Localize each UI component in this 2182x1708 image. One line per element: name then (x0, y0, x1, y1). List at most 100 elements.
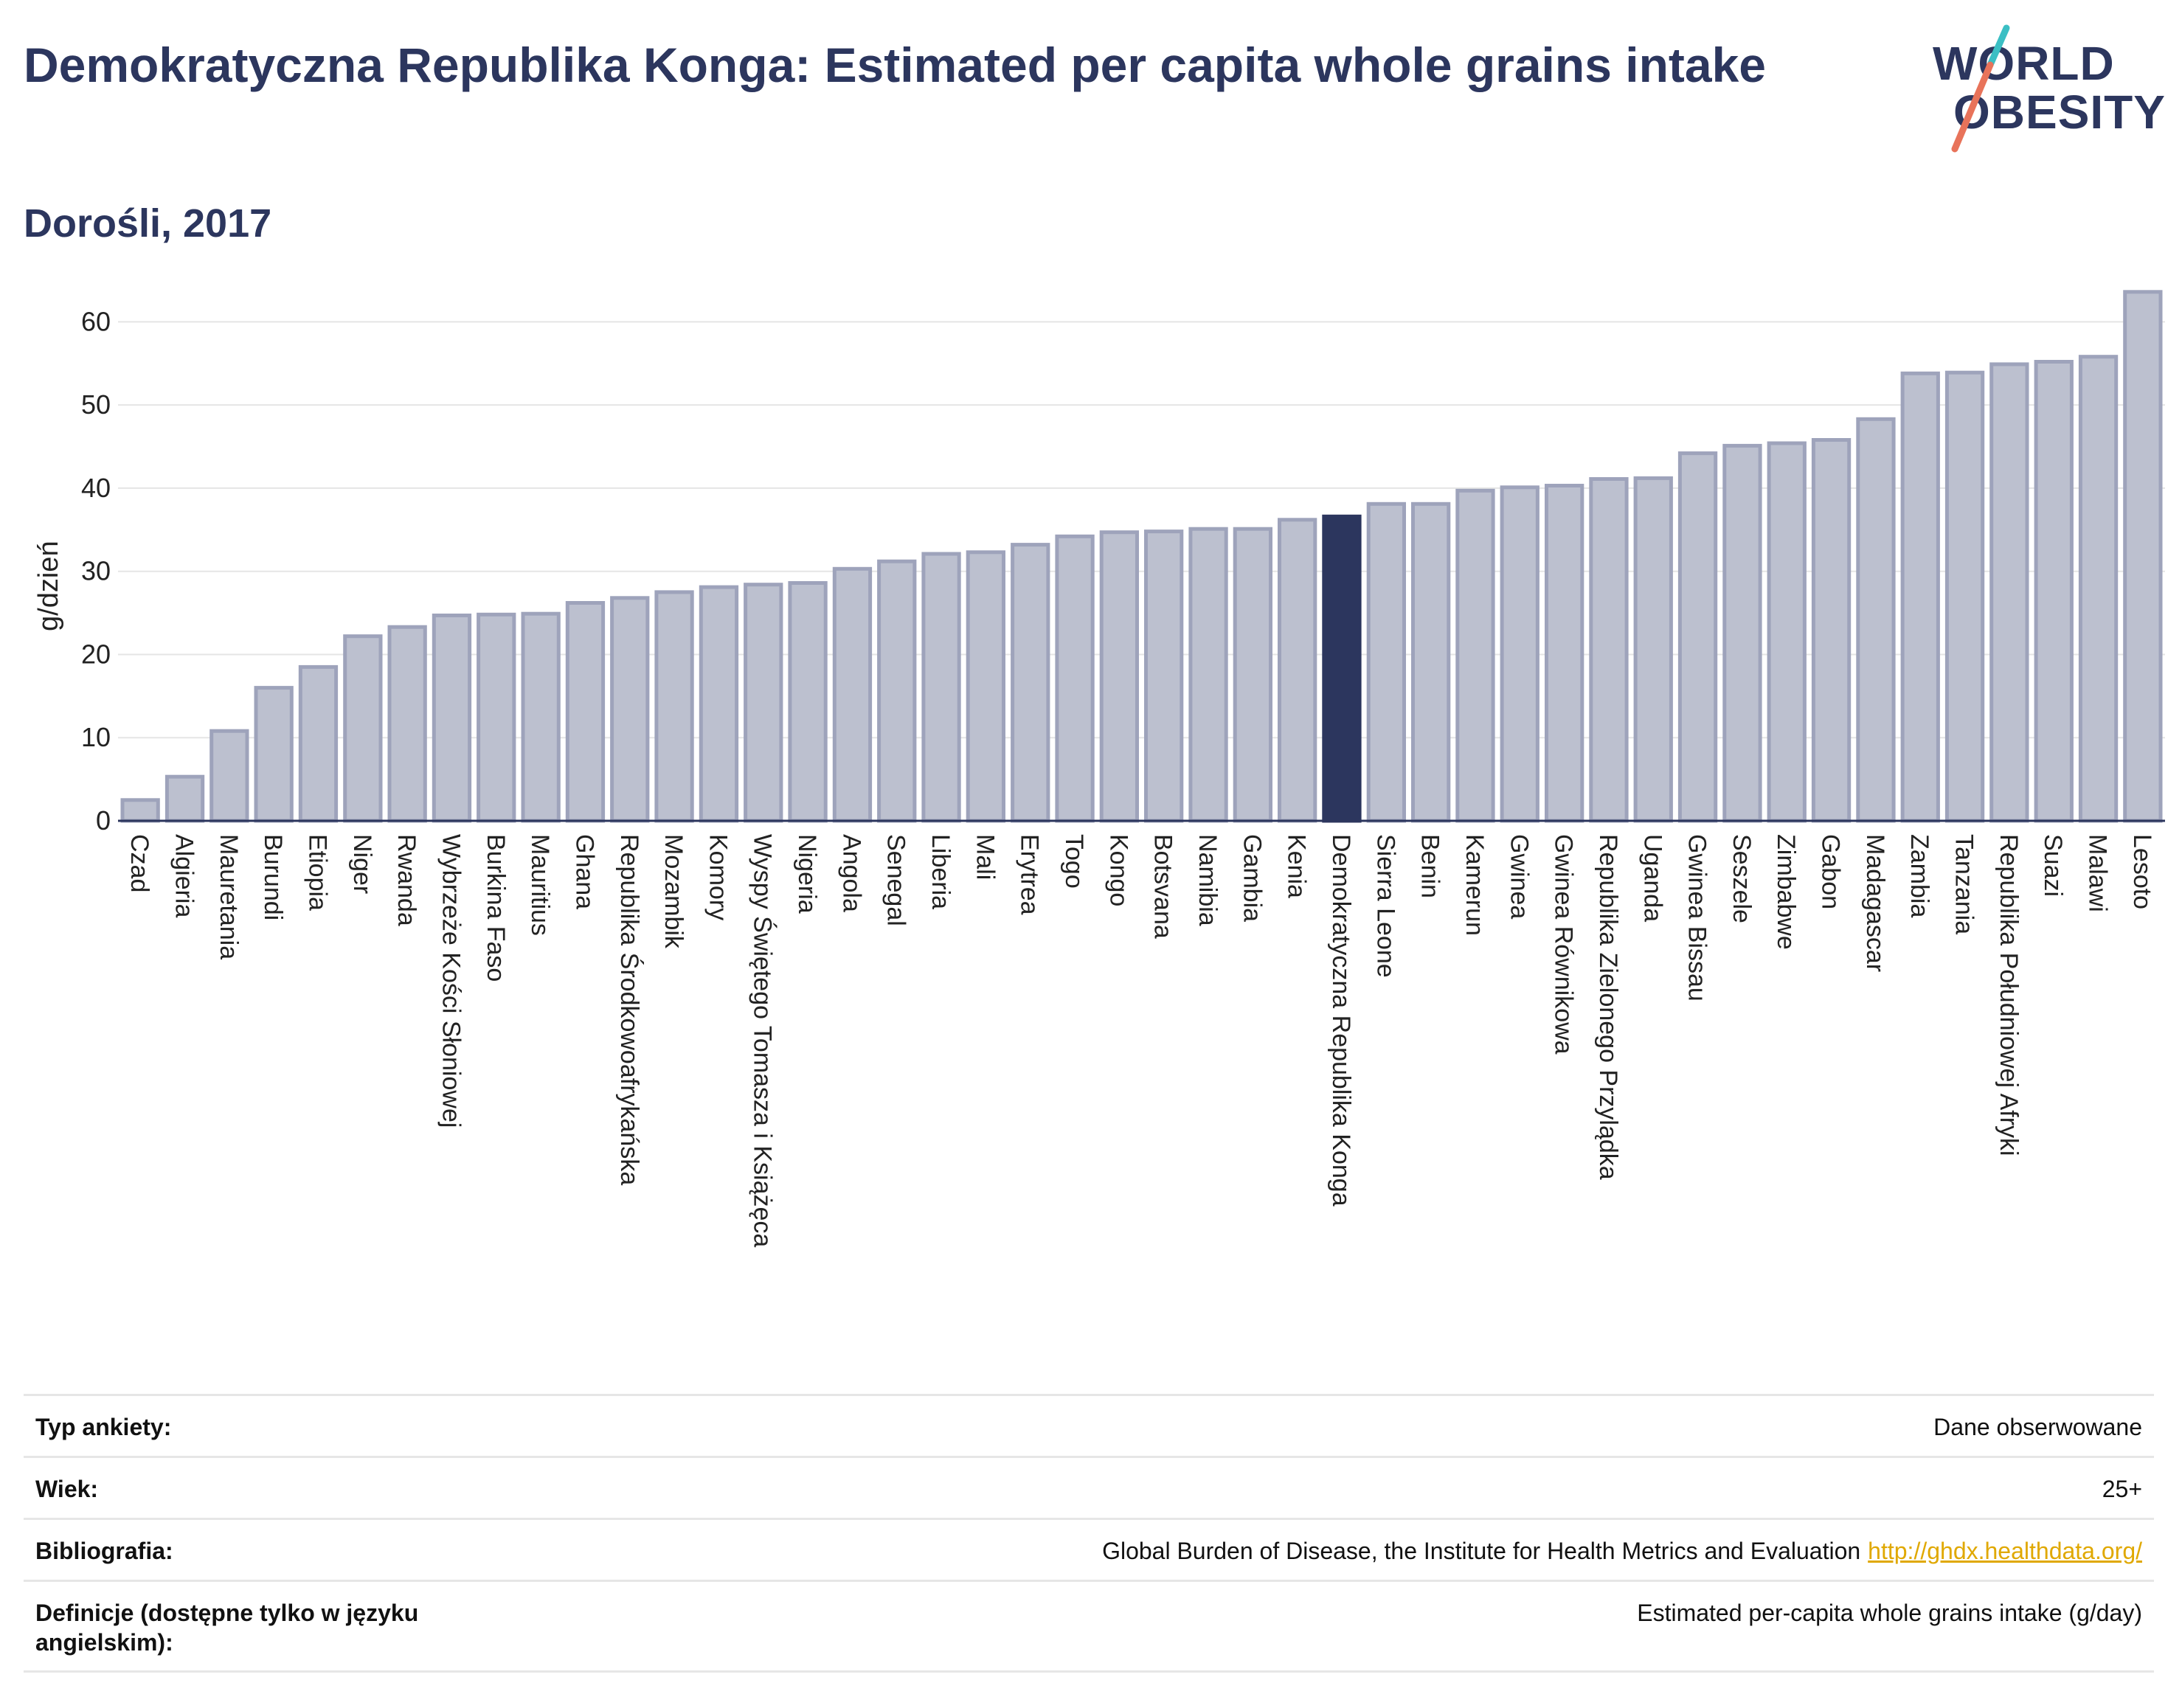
x-category-label: Liberia (927, 834, 955, 909)
bar (1055, 534, 1095, 823)
bar-chart: 0 10 20 30 40 50 60 Czad Algieria Mauretania Buru… (33, 290, 2165, 1247)
x-category-label: Etiopia (304, 834, 332, 911)
bar (254, 686, 294, 823)
bar (1589, 477, 1629, 823)
x-category-label: Burundi (259, 834, 287, 920)
info-value: Estimated per-capita whole grains intake… (1637, 1600, 2142, 1626)
x-category-label: Kenia (1283, 834, 1311, 898)
bar (1011, 543, 1050, 823)
y-tick-label: 10 (81, 722, 111, 752)
bar (1455, 488, 1495, 823)
x-category-label: Angola (837, 834, 865, 912)
info-table: Typ ankiety: Dane obserwowane Wiek: 25+ … (24, 1394, 2154, 1673)
bar (654, 590, 694, 823)
x-category-label: Togo (1060, 834, 1088, 889)
x-category-label: Mali (971, 834, 999, 880)
x-category-label: Botsvana (1149, 834, 1177, 939)
y-axis-title: g/dzień (33, 541, 64, 631)
x-category-label: Benin (1416, 834, 1444, 898)
page-subtitle: Dorośli, 2017 (24, 201, 272, 246)
x-category-label: Seszele (1728, 834, 1756, 923)
x-category-label: Republika Południowej Afryki (1995, 834, 2023, 1156)
info-row-definitions: Definicje (dostępne tylko w języku angie… (24, 1580, 2154, 1673)
info-label: Wiek: (35, 1476, 99, 1502)
bar (1278, 518, 1317, 823)
bar (877, 559, 917, 823)
bar (2034, 360, 2074, 823)
bar (1366, 501, 1406, 823)
bar (387, 625, 427, 823)
bar (120, 798, 160, 823)
x-category-label: Madagascar (1861, 834, 1889, 972)
bar (921, 552, 961, 823)
y-tick-label: 20 (81, 639, 111, 669)
y-tick-label: 40 (81, 473, 111, 503)
x-category-label: Algieria (170, 834, 198, 917)
y-tick-label: 60 (81, 306, 111, 336)
x-category-label: Gwinea (1505, 834, 1533, 919)
bibliography-link[interactable]: http://ghdx.healthdata.org/ (1868, 1538, 2142, 1564)
info-value: 25+ (2102, 1476, 2142, 1502)
x-category-label: Wyspy Świętego Tomasza i Książęca (749, 834, 777, 1247)
x-category-label: Ghana (570, 834, 598, 909)
bar (164, 774, 205, 823)
bar (298, 664, 339, 823)
bar (1944, 370, 1985, 823)
x-category-label: Tanzania (1950, 834, 1978, 934)
bar (1856, 417, 1896, 823)
bar (832, 566, 873, 823)
bar (1677, 451, 1718, 823)
y-axis-ticks: 0 10 20 30 40 50 60 (81, 306, 111, 836)
bar (788, 581, 828, 823)
x-category-label: Burkina Faso (482, 834, 510, 982)
logo-word-obesity: OBESITY (1953, 86, 2166, 139)
logo-slash-icon (1951, 24, 2010, 153)
x-category-label: Sierra Leone (1371, 834, 1399, 978)
x-category-label: Gabon (1817, 834, 1845, 909)
bar (1767, 441, 1807, 823)
x-category-label: Czad (125, 834, 153, 892)
x-category-label: Rwanda (392, 834, 420, 926)
info-label: Typ ankiety: (35, 1414, 172, 1440)
x-category-label: Mauretania (215, 834, 243, 959)
bar (1188, 527, 1228, 823)
x-category-label: Malawi (2084, 834, 2112, 912)
bar (565, 601, 606, 823)
bar (521, 611, 561, 823)
info-row-bibliography: Bibliografia: Global Burden of Disease, … (24, 1518, 2154, 1580)
x-category-label: Zambia (1905, 834, 1933, 917)
x-category-label: Kamerun (1461, 834, 1489, 936)
x-category-label: Kongo (1104, 834, 1132, 906)
bar (432, 614, 472, 823)
x-category-label: Nigeria (793, 834, 821, 914)
logo-word-world: WORLD (1933, 37, 2115, 90)
bar (744, 583, 783, 823)
page-title: Demokratyczna Republika Konga: Estimated… (24, 38, 1766, 92)
bar (1722, 443, 1762, 823)
x-category-label: Senegal (882, 834, 910, 926)
bar (1989, 362, 2029, 823)
x-category-label: Erytrea (1016, 834, 1044, 915)
bar (209, 729, 249, 823)
bar (2078, 355, 2119, 823)
x-category-label: Gwinea Bissau (1683, 834, 1711, 1001)
x-category-label: Komory (704, 834, 732, 920)
x-category-label: Gwinea Równikowa (1550, 834, 1578, 1055)
info-value: Dane obserwowane (1933, 1414, 2142, 1440)
x-category-label: Mauritius (526, 834, 554, 936)
x-category-label: Wybrzeże Kości Słoniowej (437, 834, 465, 1128)
bar (1500, 485, 1539, 823)
x-category-label: Lesoto (2128, 834, 2156, 909)
bar (699, 585, 739, 823)
x-category-label: Namibia (1194, 834, 1222, 926)
bar (1099, 530, 1139, 823)
x-category-label: Mozambik (659, 834, 687, 949)
bars (120, 290, 2163, 823)
info-label: Bibliografia: (35, 1538, 173, 1564)
x-category-label: Republika Zielonego Przylądka (1594, 834, 1622, 1180)
x-category-label: Gambia (1238, 834, 1266, 922)
x-category-label: Suazi (2039, 834, 2067, 897)
x-category-label: Niger (348, 834, 376, 894)
info-row-survey-type: Typ ankiety: Dane obserwowane (24, 1394, 2154, 1456)
x-category-label: Republika Środkowoafrykańska (615, 834, 644, 1185)
